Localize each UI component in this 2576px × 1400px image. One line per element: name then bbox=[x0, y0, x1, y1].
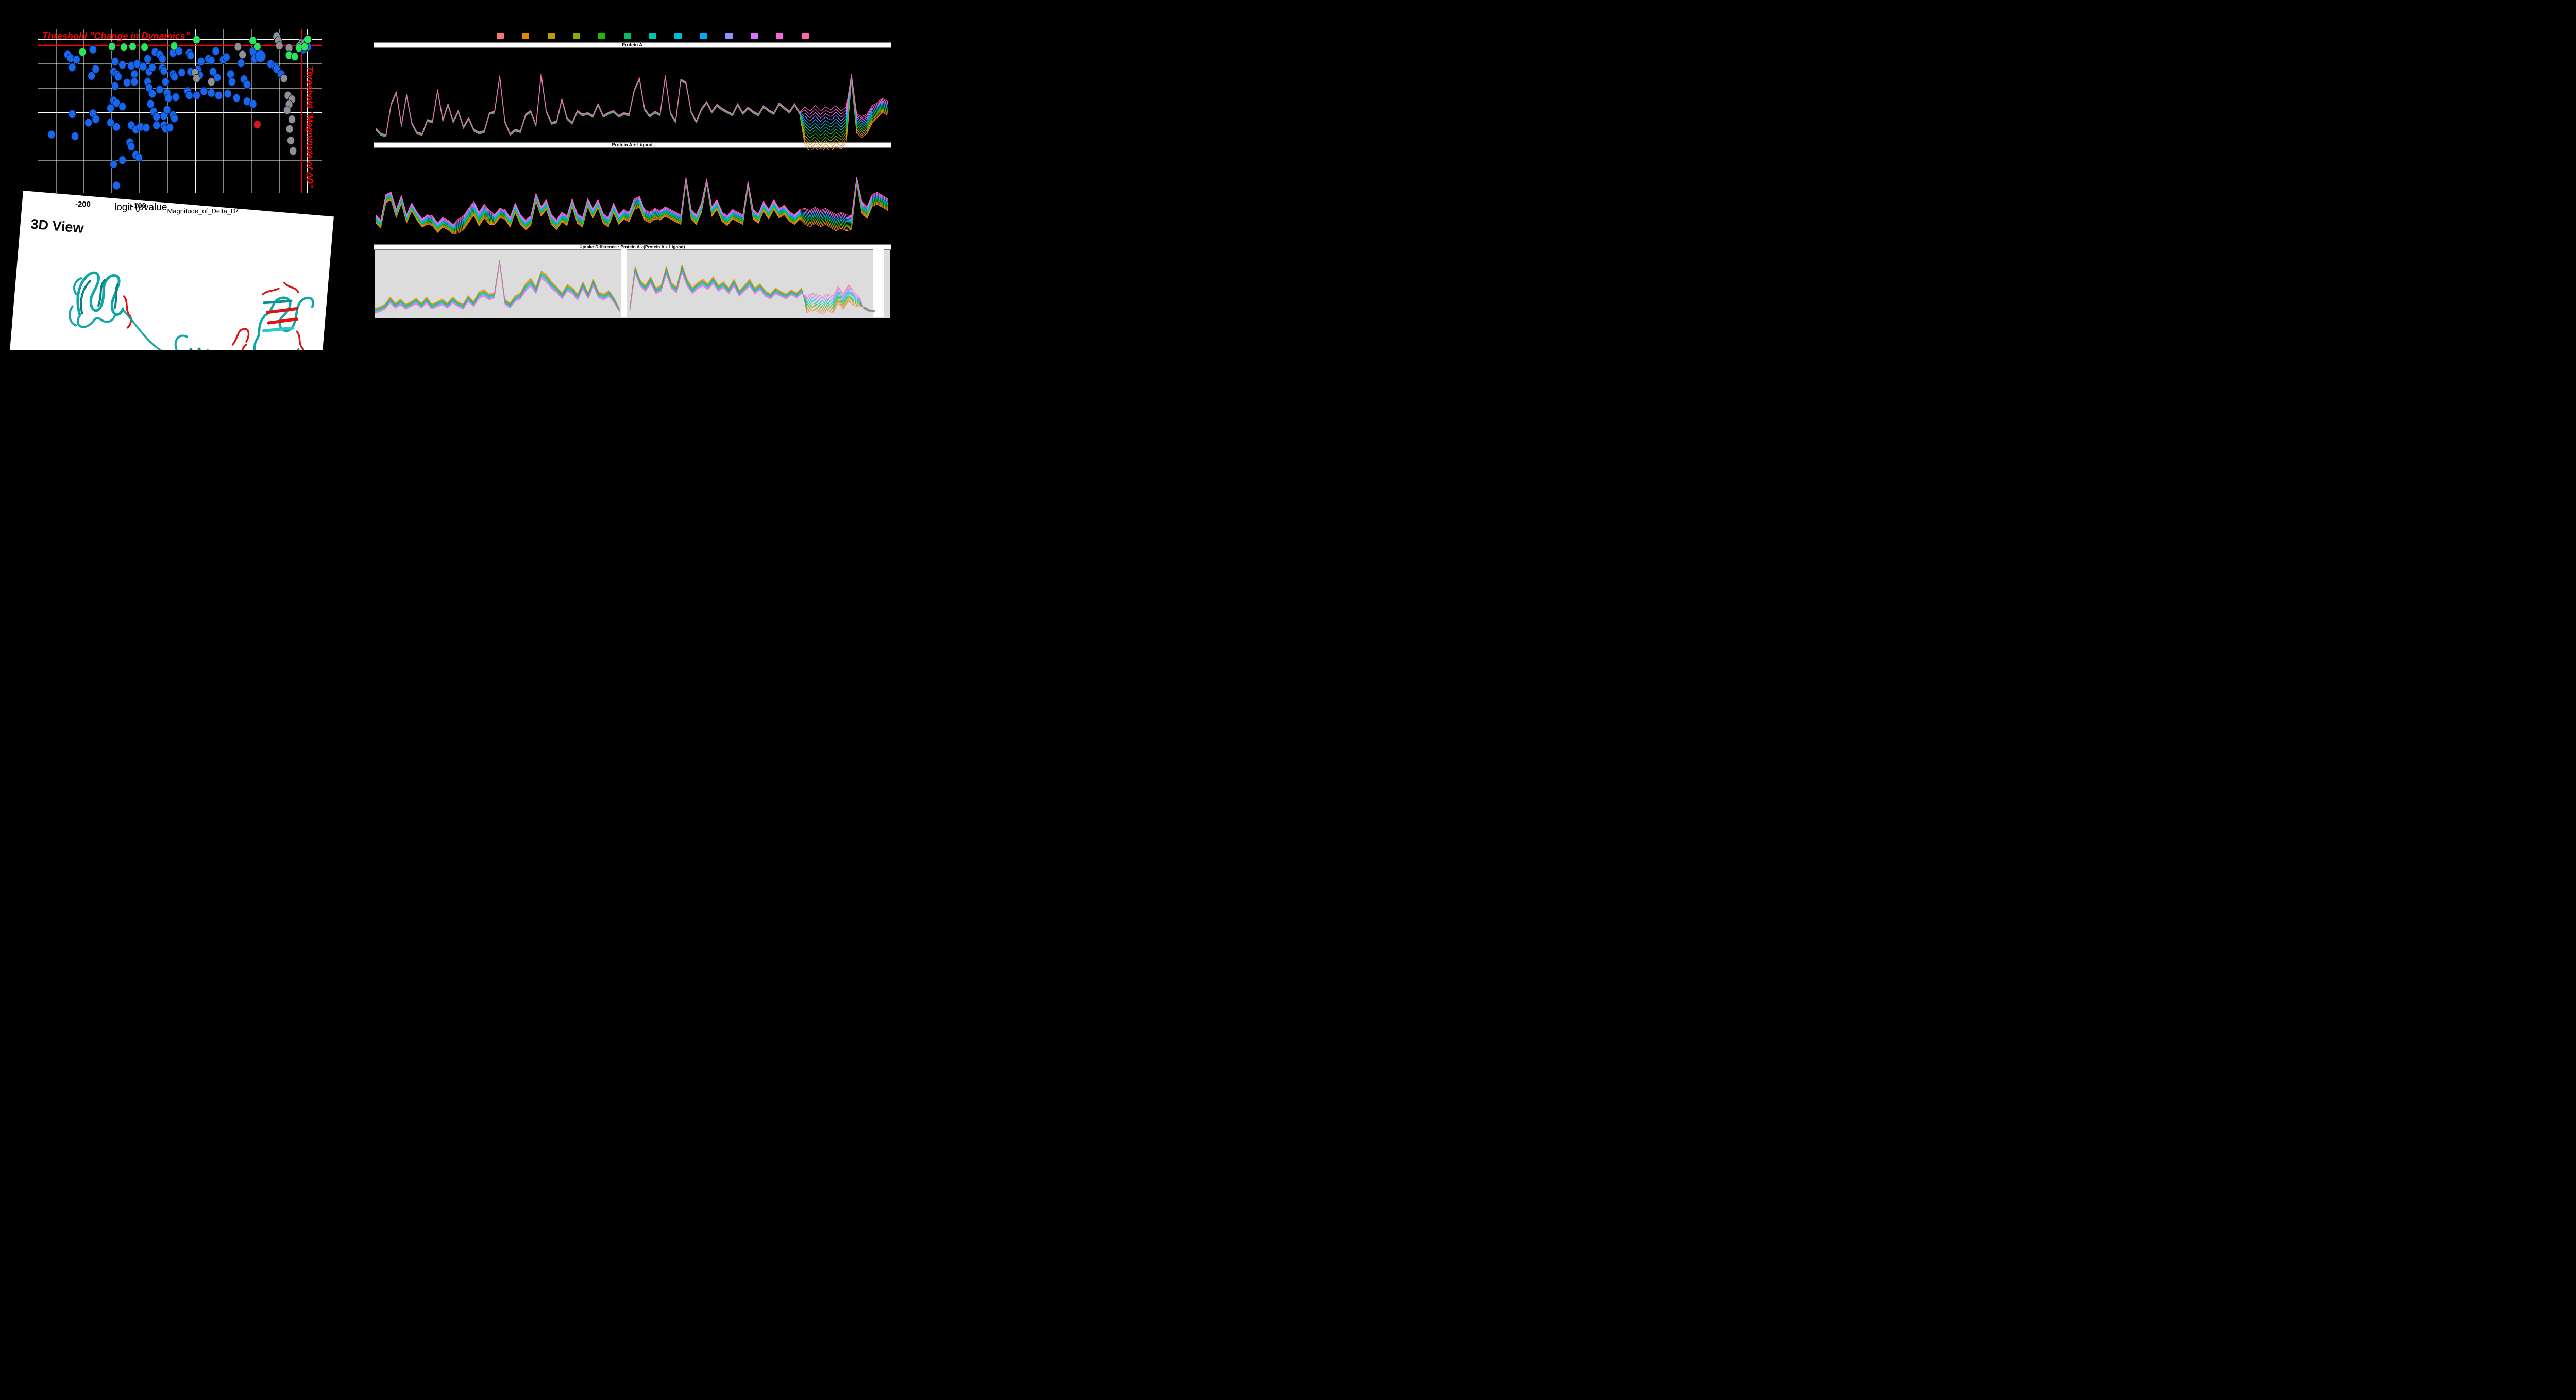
xlabel-p: p bbox=[138, 202, 144, 213]
legend-swatch-6 bbox=[623, 33, 631, 39]
3d-view-card[interactable]: 3D View bbox=[8, 191, 334, 350]
panel-title-uptake-difference: Uptake Difference : Protein A - (Protein… bbox=[374, 244, 891, 250]
xlabel-prefix: logit ( bbox=[114, 202, 139, 213]
coverage-gap-1 bbox=[621, 249, 628, 317]
x-tick-minus-200: -200 bbox=[75, 200, 91, 209]
legend-swatch-4 bbox=[572, 33, 580, 39]
legend-swatch-11 bbox=[751, 33, 758, 39]
legend-swatch-13 bbox=[801, 33, 809, 39]
legend-swatch-3 bbox=[547, 33, 555, 39]
protein-ribbon-structure[interactable] bbox=[59, 263, 320, 350]
protein-a-ligand-uptake-chart[interactable] bbox=[376, 146, 888, 239]
threshold-magnitude-label: Threshold "Magnitude of ΔD" bbox=[305, 66, 315, 189]
x-tick-minus-100: -100 bbox=[131, 201, 147, 210]
coverage-gap-2 bbox=[872, 249, 884, 317]
xlabel-subscript: Magnitude_of_Delta_D bbox=[167, 207, 236, 215]
app-screen: Threshold "Change in Dynamics" Threshold… bbox=[0, 0, 913, 350]
volcano-scatter-canvas[interactable] bbox=[38, 29, 322, 193]
legend-swatch-5 bbox=[598, 33, 606, 39]
volcano-x-axis-label: logit (pvalueMagnitude_of_Delta_D) bbox=[114, 202, 239, 215]
legend-swatch-8 bbox=[674, 33, 682, 39]
volcano-plot[interactable] bbox=[38, 29, 322, 193]
panel-title-protein-a: Protein A bbox=[374, 42, 891, 48]
legend-swatch-2 bbox=[522, 33, 530, 39]
threshold-dynamics-label: Threshold "Change in Dynamics" bbox=[42, 31, 190, 41]
legend-swatch-1 bbox=[497, 33, 504, 39]
panel-title-protein-a-ligand: Protein A + Ligand bbox=[374, 142, 891, 148]
legend-swatch-7 bbox=[649, 33, 656, 39]
protein-a-uptake-chart[interactable] bbox=[376, 47, 888, 150]
legend-swatch-9 bbox=[700, 33, 707, 39]
3d-view-title: 3D View bbox=[30, 216, 84, 236]
legend-swatch-12 bbox=[776, 33, 784, 39]
xlabel-value: value bbox=[144, 202, 167, 213]
legend-swatch-10 bbox=[725, 33, 733, 39]
uptake-difference-chart[interactable] bbox=[375, 249, 890, 317]
xlabel-close: ) bbox=[235, 202, 239, 213]
